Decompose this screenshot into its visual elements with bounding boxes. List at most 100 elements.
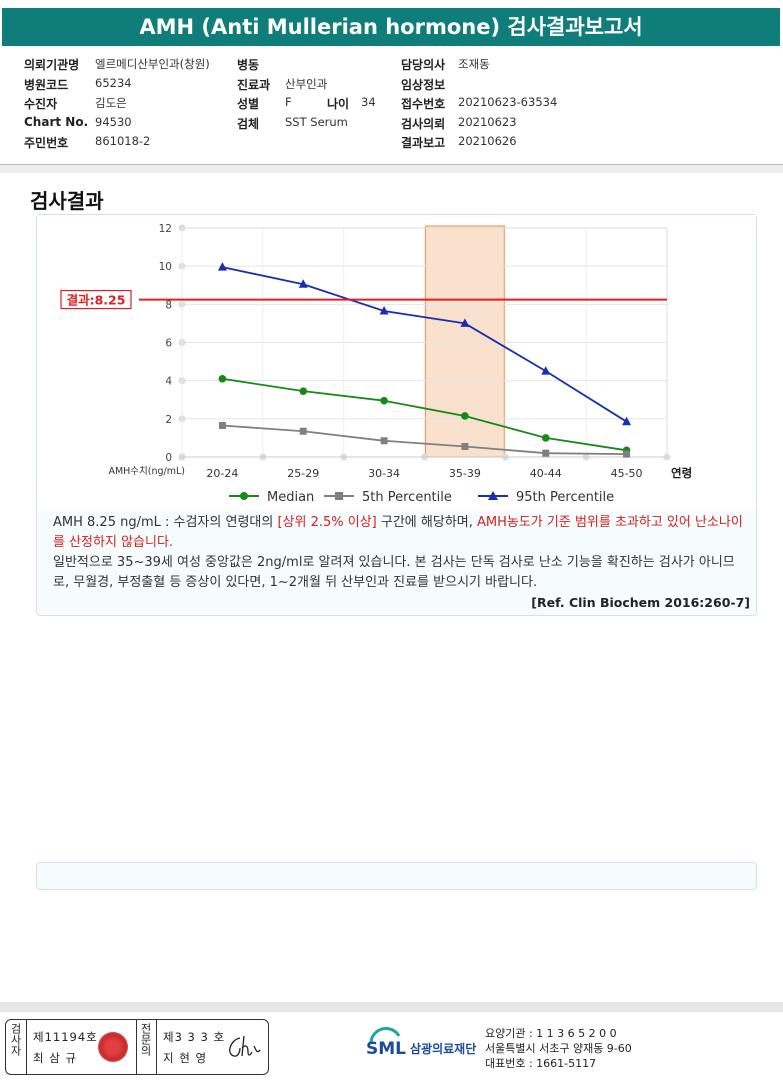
sml-logo-icon: SML bbox=[365, 1026, 409, 1070]
result-badge bbox=[60, 289, 132, 310]
info-label: 성별 bbox=[237, 97, 260, 111]
signature-box: 검사자 제11194호 최 삼 규 전문의 제3 3 3 호 지 현 영 bbox=[5, 1019, 269, 1075]
info-value: SST Serum bbox=[285, 115, 348, 129]
data-point bbox=[461, 412, 469, 420]
data-point bbox=[622, 416, 632, 426]
highlight-band bbox=[424, 225, 505, 458]
info-label: 진료과 bbox=[237, 78, 271, 92]
description-text: 구간에 해당하며, bbox=[376, 515, 477, 530]
info-value: 65234 bbox=[95, 76, 132, 90]
info-value: 김도은 bbox=[95, 96, 127, 110]
info-value: 20210623-63534 bbox=[458, 95, 558, 109]
divider bbox=[156, 1020, 157, 1074]
info-value: F bbox=[285, 95, 292, 109]
data-point bbox=[217, 262, 227, 271]
x-axis-label: 연령 bbox=[671, 466, 692, 480]
comment-box bbox=[36, 862, 757, 890]
description-paragraph-2: 일반적으로 35~39세 여성 중앙값은 2ng/ml로 알려져 있습니다. 본… bbox=[53, 555, 735, 590]
info-label: 주민번호 bbox=[24, 136, 69, 150]
data-point bbox=[380, 437, 388, 445]
section-title: 검사결과 bbox=[30, 189, 104, 213]
org-logo-text: SML bbox=[366, 1039, 406, 1059]
data-point bbox=[218, 374, 227, 383]
info-value: 20210623 bbox=[458, 115, 517, 129]
data-point bbox=[541, 366, 551, 375]
phone: 대표번호 : 1661-5117 bbox=[485, 1057, 597, 1070]
description-paragraph-1: AMH 8.25 ng/mL : 수검자의 연령대의 [상위 2.5% 이상] … bbox=[53, 513, 743, 553]
x-tick-label: 25-29 bbox=[287, 467, 319, 480]
legend-label: 5th Percentile bbox=[362, 490, 452, 505]
data-point bbox=[299, 427, 307, 435]
y-axis-label: AMH수치(ng/mL) bbox=[108, 465, 185, 477]
data-point bbox=[218, 422, 226, 430]
y-tick-label: 2 bbox=[165, 414, 172, 426]
divider-band bbox=[0, 165, 783, 173]
series-line bbox=[222, 266, 628, 423]
x-tick-label: 35-39 bbox=[449, 467, 481, 480]
reference: [Ref. Clin Biochem 2016:260-7] bbox=[531, 595, 750, 610]
series-line bbox=[222, 377, 627, 452]
series-line bbox=[222, 424, 627, 456]
examiner-label: 검사자 bbox=[9, 1023, 22, 1056]
info-label: 결과보고 bbox=[401, 136, 446, 150]
data-point bbox=[380, 396, 388, 405]
result-label: 결과:8.25 bbox=[67, 293, 126, 308]
data-point bbox=[542, 449, 550, 457]
info-label: 접수번호 bbox=[401, 97, 446, 111]
y-tick-label: 0 bbox=[165, 452, 172, 464]
legend-marker bbox=[488, 491, 498, 500]
chart-area: 0 2 4 6 8 10 12 20-24 25-29 30-34 35-39 40-44 45-50 연… bbox=[37, 215, 756, 511]
data-point bbox=[299, 387, 308, 395]
y-tick-label: 4 bbox=[165, 376, 172, 388]
address: 서울특별시 서초구 양재동 9-60 bbox=[485, 1042, 632, 1055]
x-tick-label: 45-50 bbox=[611, 467, 643, 480]
divider bbox=[26, 1020, 27, 1074]
divider bbox=[136, 1020, 137, 1074]
x-tick-label: 40-44 bbox=[530, 467, 562, 480]
footer-band bbox=[0, 1002, 783, 1012]
specialist-name: 지 현 영 bbox=[163, 1051, 208, 1065]
specialist-license: 제3 3 3 호 bbox=[163, 1030, 226, 1044]
info-label: Chart No. bbox=[24, 115, 89, 129]
org-name: 삼광의료재단 bbox=[410, 1042, 477, 1056]
examiner-license: 제11194호 bbox=[33, 1030, 98, 1044]
data-point bbox=[541, 434, 550, 442]
report-title: AMH (Anti Mullerian hormone) 검사결과보고서 bbox=[2, 8, 780, 46]
info-label: 임상정보 bbox=[401, 78, 446, 92]
info-label: 수진자 bbox=[24, 97, 58, 111]
data-point bbox=[298, 279, 308, 288]
result-description: AMH 8.25 ng/mL : 수검자의 연령대의 [상위 2.5% 이상] … bbox=[53, 513, 743, 593]
specialist-label: 전문의 bbox=[139, 1023, 152, 1056]
patient-info: 의뢰기관명 엘르메디산부인과(창원) 병원코드 65234 수진자 김도은 Ch… bbox=[0, 52, 783, 162]
percentile-highlight: [상위 2.5% 이상] bbox=[277, 515, 377, 530]
amh-chart: 0 2 4 6 8 10 12 20-24 25-29 30-34 35-39 40-44 45-50 연… bbox=[60, 223, 692, 505]
y-tick-label: 12 bbox=[159, 223, 172, 235]
info-value: 20210626 bbox=[458, 134, 517, 148]
y-tick-label: 6 bbox=[165, 338, 172, 350]
warning-text: AMH농도가 기준 범위를 초과하고 있어 난소나이를 산정하지 않습니다. bbox=[53, 515, 743, 550]
info-label: 병원코드 bbox=[24, 78, 69, 92]
info-value: 조재동 bbox=[458, 57, 490, 71]
info-label: 의뢰기관명 bbox=[24, 58, 80, 72]
seal-stamp bbox=[98, 1032, 128, 1062]
y-tick-label: 10 bbox=[159, 261, 172, 273]
info-label: 병동 bbox=[237, 58, 260, 72]
info-value: 861018-2 bbox=[95, 134, 151, 148]
legend-marker bbox=[335, 492, 343, 500]
legend-marker bbox=[240, 492, 248, 500]
info-value: 94530 bbox=[95, 115, 132, 129]
info-value: 산부인과 bbox=[285, 77, 328, 91]
info-value: 엘르메디산부인과(창원) bbox=[95, 57, 210, 71]
info-label: 검체 bbox=[237, 117, 260, 131]
x-tick-label: 30-34 bbox=[368, 467, 400, 480]
legend-label: 95th Percentile bbox=[516, 490, 614, 505]
y-tick-label: 8 bbox=[165, 299, 172, 311]
data-point bbox=[460, 318, 470, 327]
divider bbox=[0, 164, 783, 165]
data-point bbox=[379, 306, 389, 315]
x-tick-label: 20-24 bbox=[206, 467, 238, 480]
result-panel: 0 2 4 6 8 10 12 20-24 25-29 30-34 35-39 40-44 45-50 연… bbox=[36, 214, 757, 616]
legend-label: Median bbox=[267, 490, 314, 505]
description-text: AMH 8.25 ng/mL : 수검자의 연령대의 bbox=[53, 515, 278, 530]
info-label: 검사의뢰 bbox=[401, 117, 446, 131]
